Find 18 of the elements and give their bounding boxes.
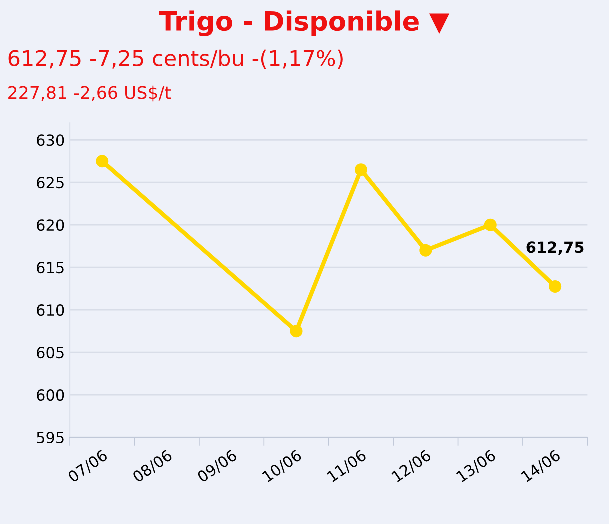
data-label: 612,75 <box>526 242 584 256</box>
y-tick-label: 610 <box>37 304 64 316</box>
point <box>354 164 368 176</box>
text: 227,81 -2,66 US$/t <box>8 86 172 102</box>
y-tick-label: 600 <box>37 390 64 402</box>
chart-subtitle: 612,75 -7,25 cents/bu -(1,17%) <box>8 50 343 70</box>
point <box>96 155 109 168</box>
y-tick-label: 595 <box>37 432 64 444</box>
y-tick-label: 605 <box>37 347 64 359</box>
y-tick-label: 615 <box>37 262 64 274</box>
y-tick-label: 620 <box>37 220 64 232</box>
point <box>484 218 497 232</box>
point <box>549 280 562 293</box>
chart-title: Trigo - Disponible ▼ <box>159 10 450 36</box>
point <box>290 325 303 338</box>
y-tick-label: 630 <box>37 134 64 146</box>
point <box>420 244 432 257</box>
y-tick-label: 625 <box>37 177 64 189</box>
